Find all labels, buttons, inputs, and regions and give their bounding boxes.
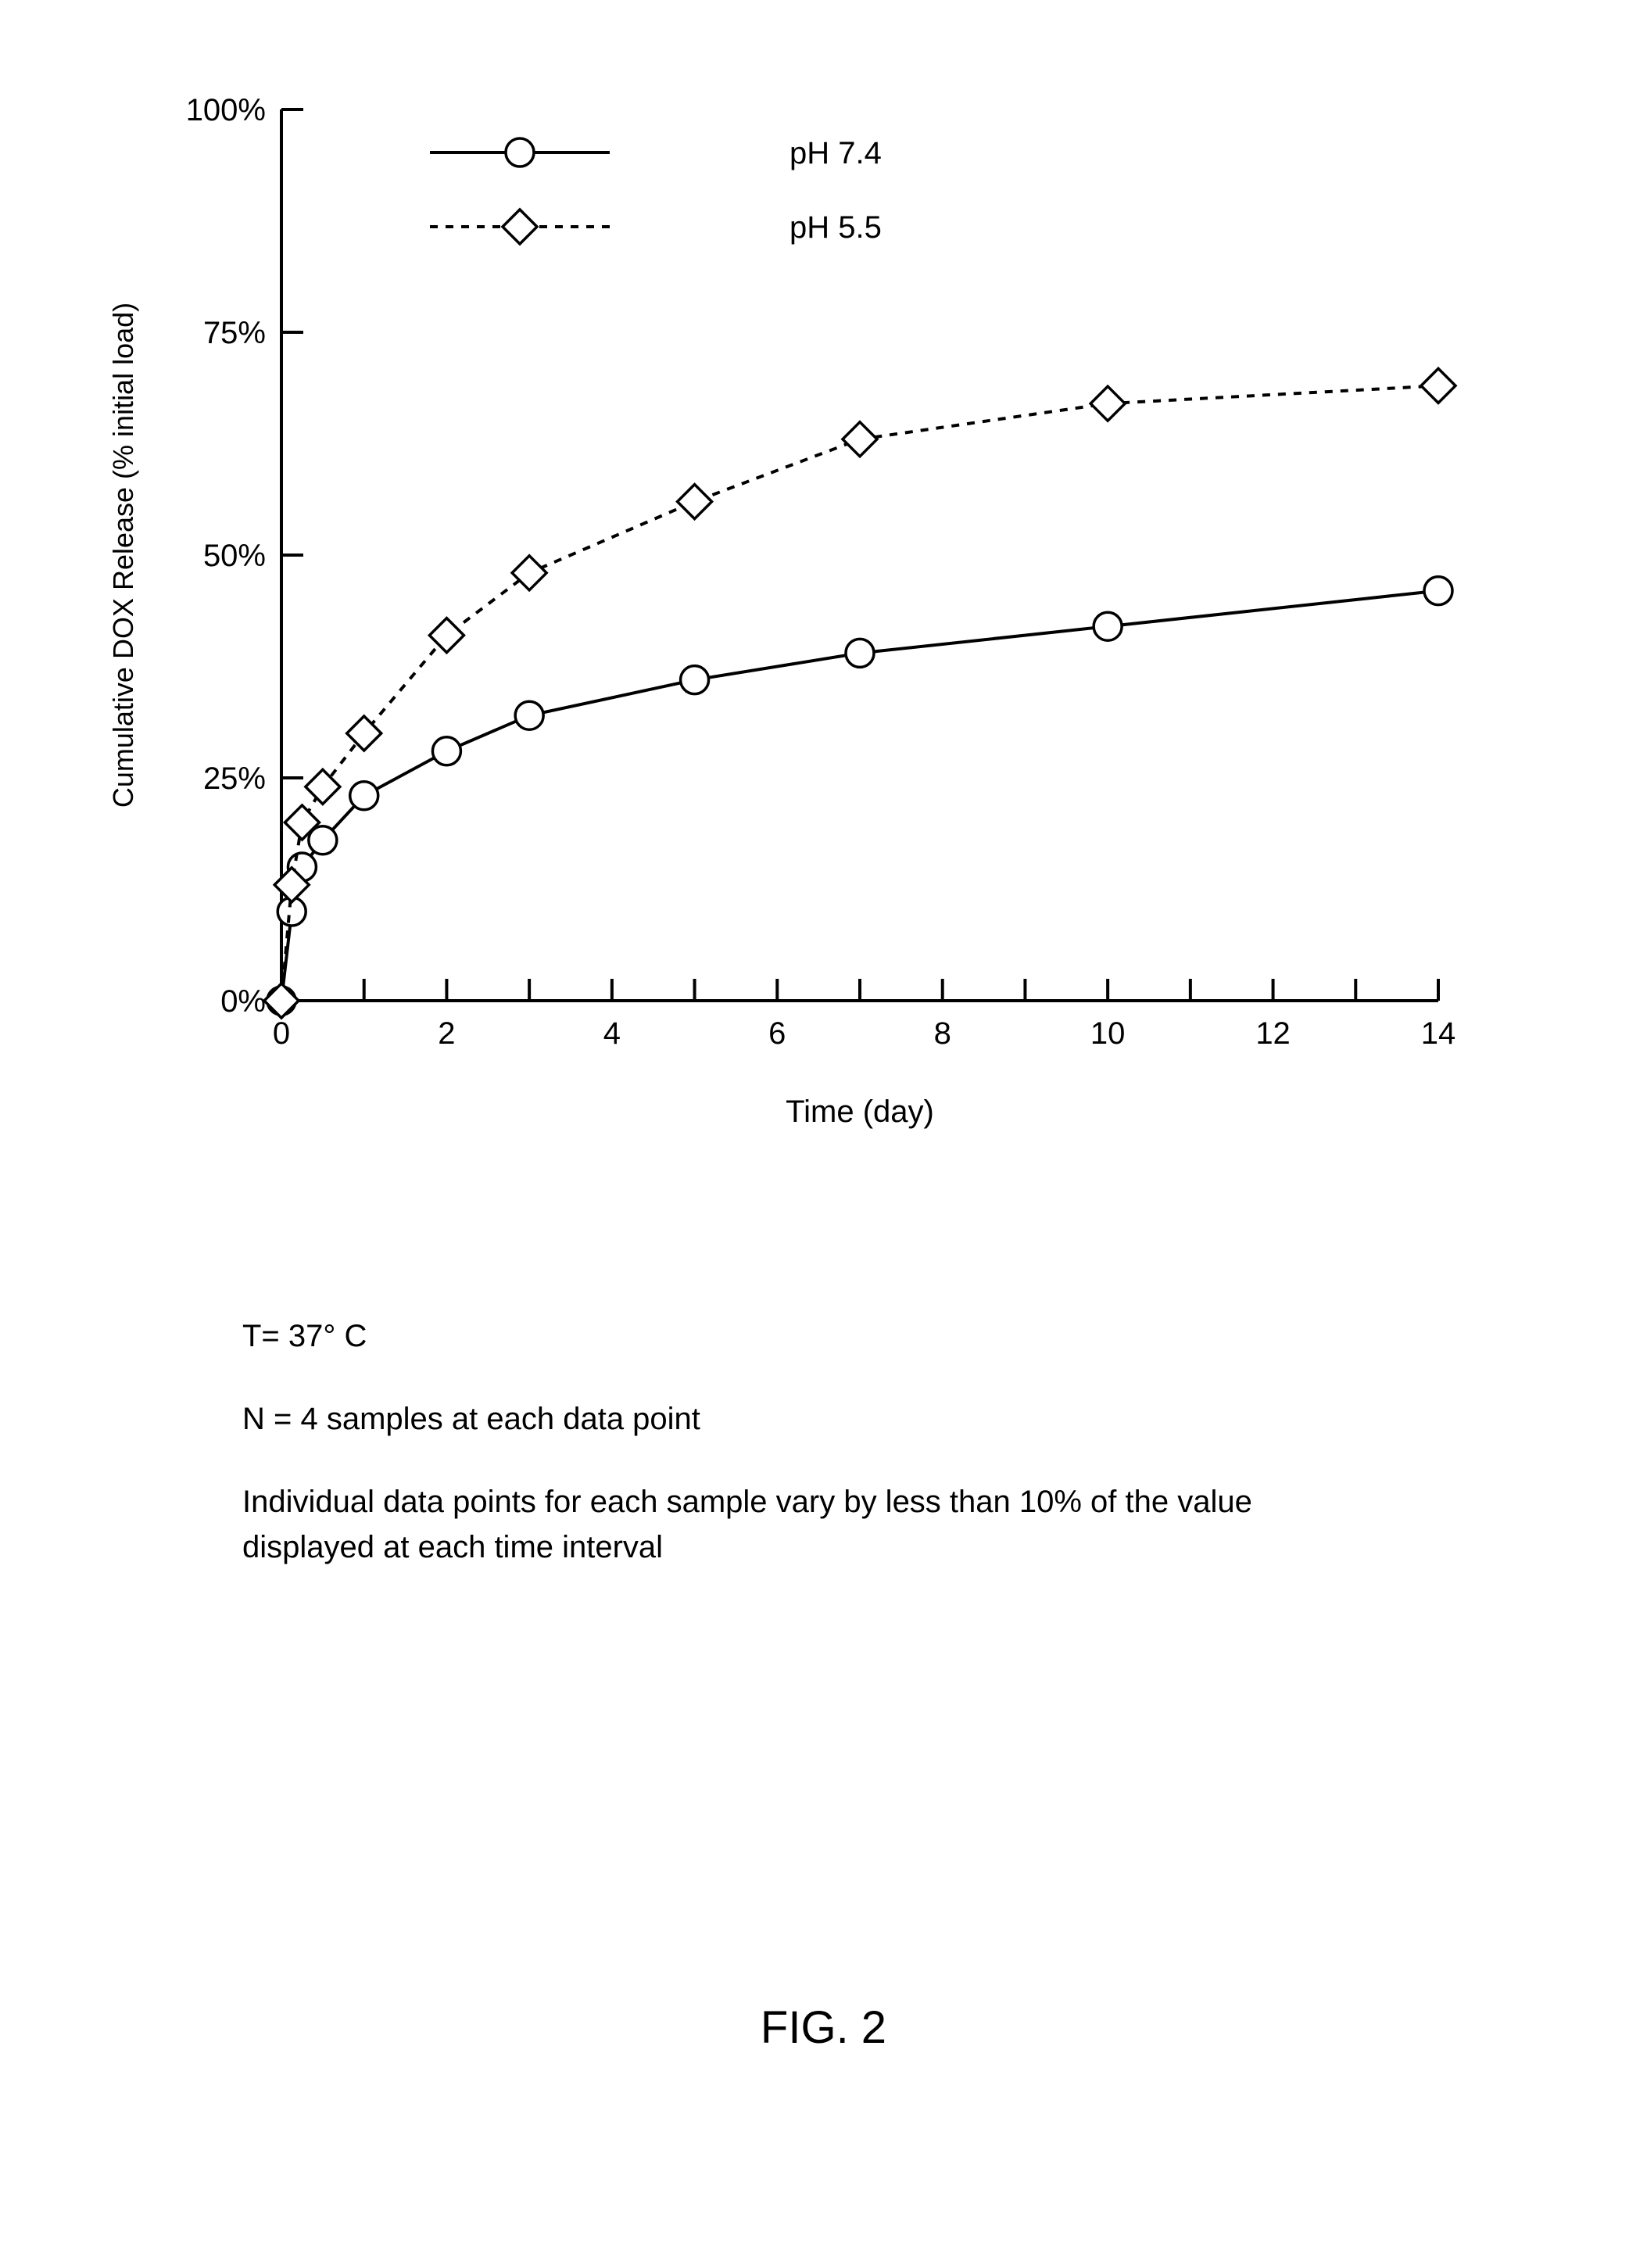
svg-text:Time (day): Time (day) — [786, 1095, 934, 1129]
note-temperature: T= 37° C — [242, 1313, 1376, 1359]
svg-text:pH 5.5: pH 5.5 — [789, 210, 882, 245]
svg-text:14: 14 — [1421, 1016, 1456, 1051]
chart-notes: T= 37° C N = 4 samples at each data poin… — [242, 1313, 1376, 1607]
svg-text:50%: 50% — [203, 539, 266, 573]
svg-text:6: 6 — [768, 1016, 786, 1051]
figure-label: FIG. 2 — [0, 2001, 1647, 2054]
svg-text:100%: 100% — [186, 93, 266, 127]
page: 0 2 4 6 8 10 12 14 0% 25% 50% 75% 100% Time (day) Cumu… — [0, 0, 1647, 2268]
svg-text:25%: 25% — [203, 761, 266, 796]
svg-text:0%: 0% — [220, 984, 266, 1019]
note-sample-count: N = 4 samples at each data point — [242, 1396, 1376, 1442]
svg-text:pH 7.4: pH 7.4 — [789, 136, 882, 170]
chart-svg: 0 2 4 6 8 10 12 14 0% 25% 50% 75% 100% Time (day) Cumu… — [78, 63, 1485, 1235]
note-variance: Individual data points for each sample v… — [242, 1479, 1376, 1570]
svg-text:4: 4 — [603, 1016, 621, 1051]
svg-text:0: 0 — [273, 1016, 290, 1051]
dox-release-chart: 0 2 4 6 8 10 12 14 0% 25% 50% 75% 100% Time (day) Cumu… — [78, 63, 1485, 1239]
svg-text:75%: 75% — [203, 316, 266, 350]
svg-text:2: 2 — [438, 1016, 455, 1051]
svg-text:8: 8 — [934, 1016, 951, 1051]
svg-text:10: 10 — [1090, 1016, 1126, 1051]
svg-text:12: 12 — [1255, 1016, 1291, 1051]
svg-text:Cumulative DOX Release (% init: Cumulative DOX Release (% initial load) — [107, 303, 139, 808]
